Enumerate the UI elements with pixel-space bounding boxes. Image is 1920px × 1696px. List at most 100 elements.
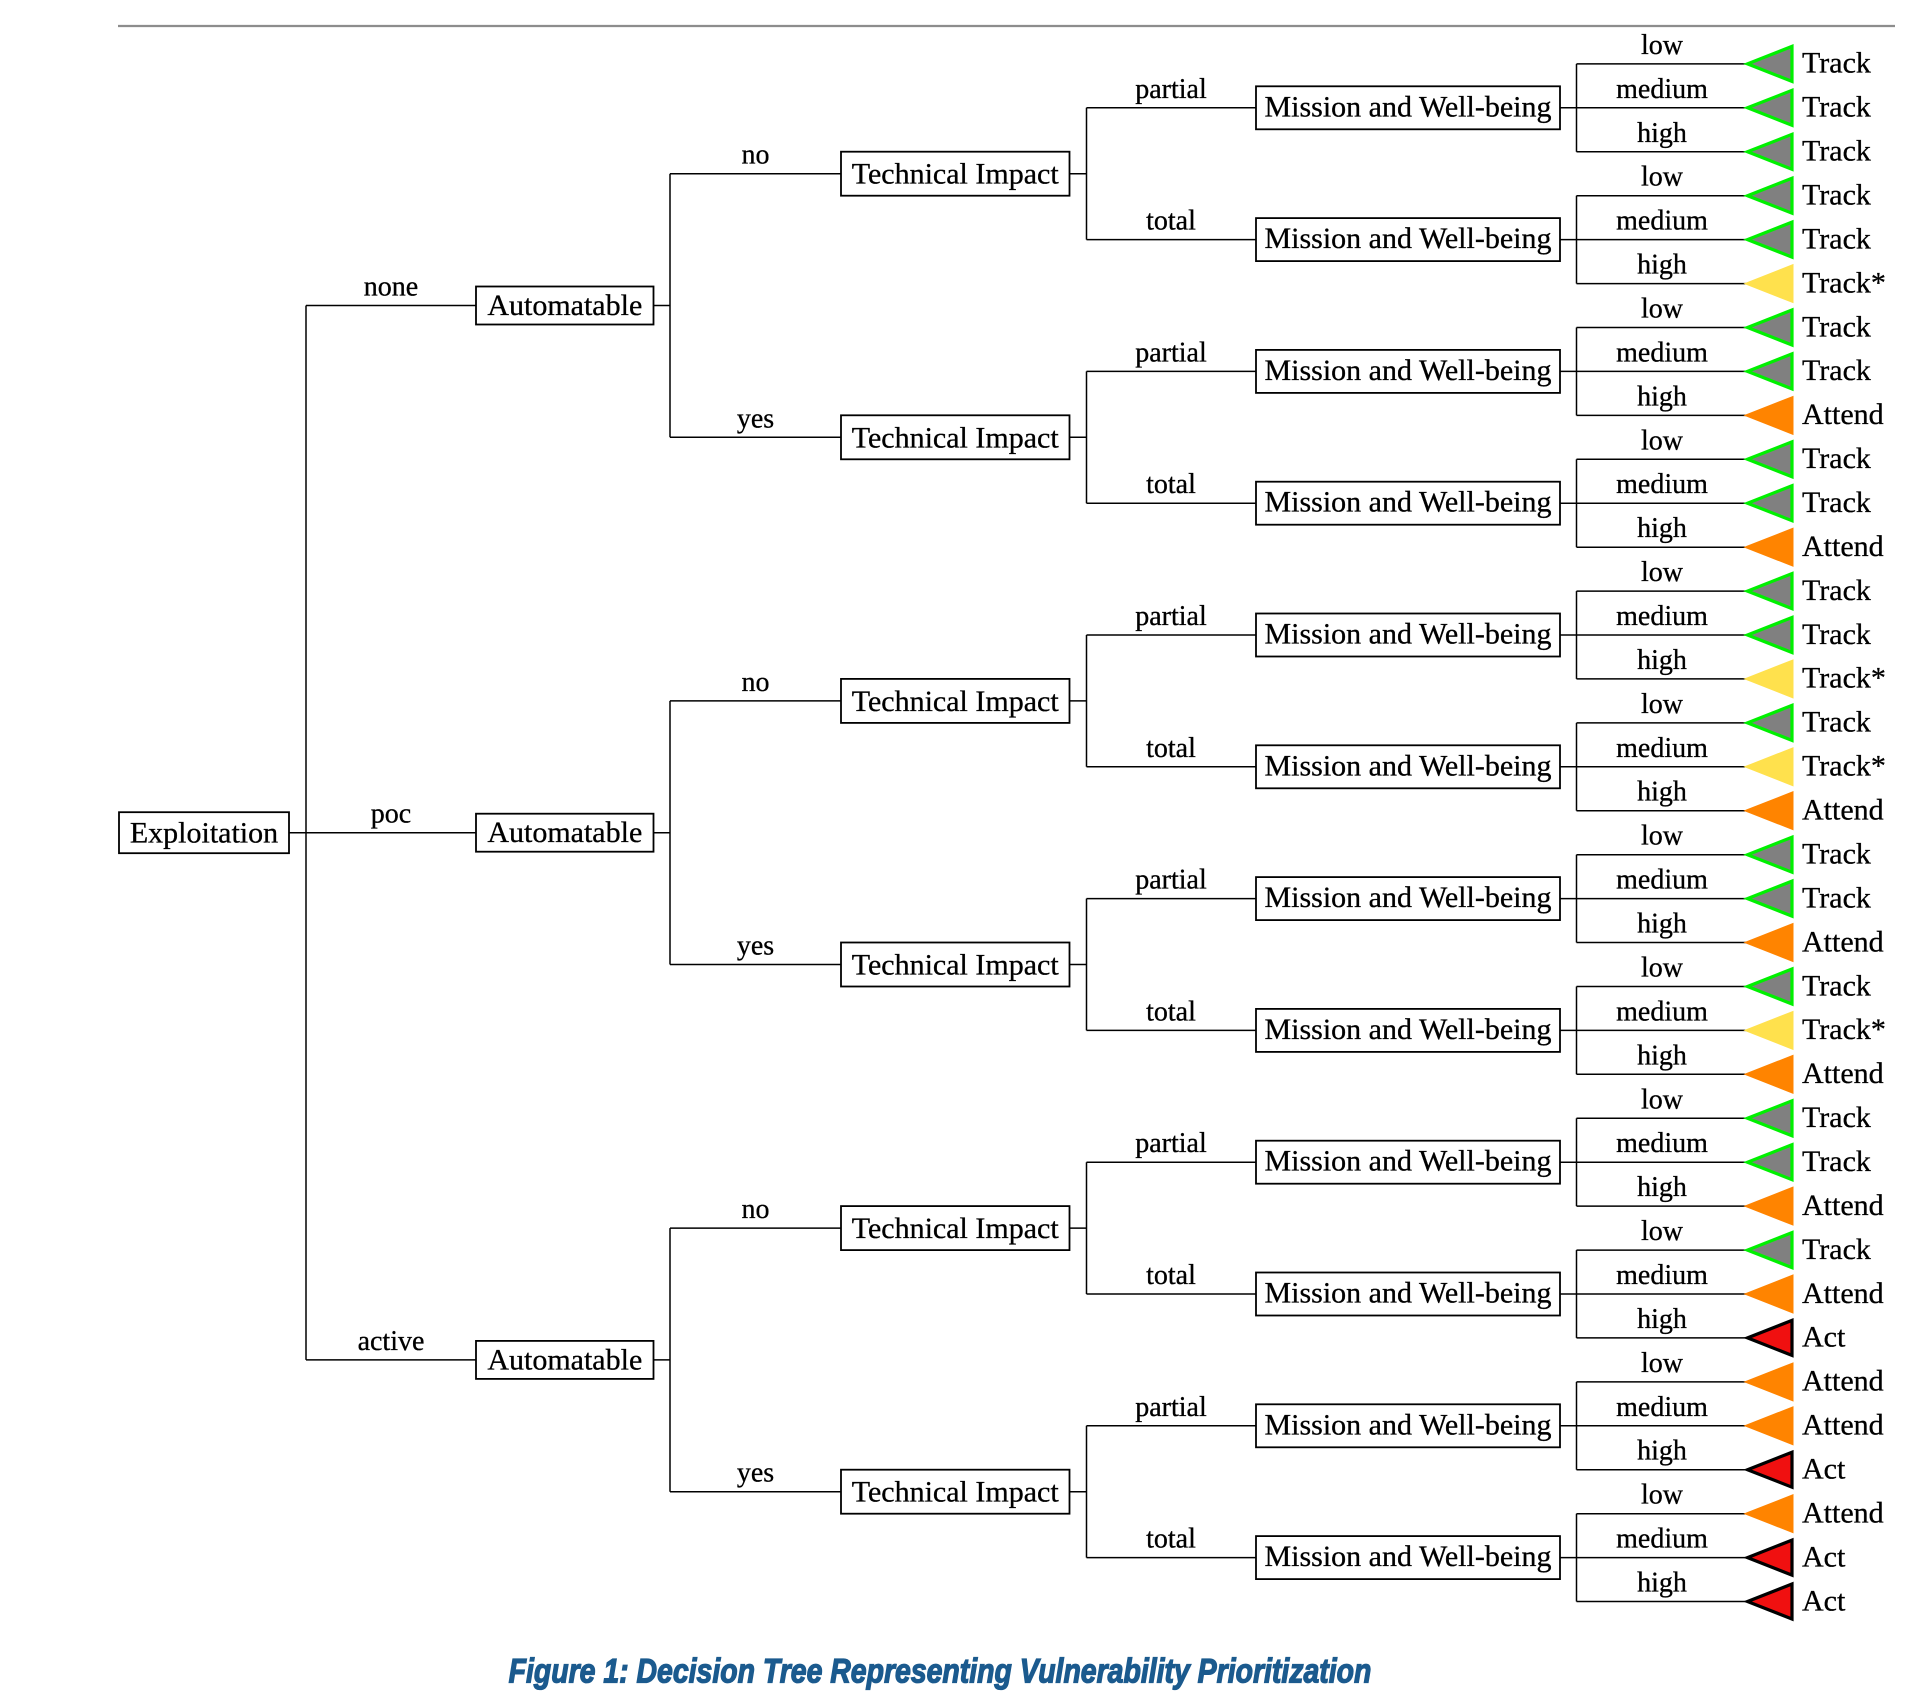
svg-text:Track: Track bbox=[1802, 1145, 1871, 1178]
svg-text:Mission and Well-being: Mission and Well-being bbox=[1264, 1145, 1551, 1178]
svg-text:Attend: Attend bbox=[1802, 530, 1884, 563]
svg-text:total: total bbox=[1146, 469, 1196, 500]
svg-text:Mission and Well-being: Mission and Well-being bbox=[1264, 1013, 1551, 1046]
svg-text:medium: medium bbox=[1616, 1260, 1708, 1291]
svg-text:medium: medium bbox=[1616, 733, 1708, 764]
svg-text:Technical Impact: Technical Impact bbox=[852, 421, 1060, 454]
svg-text:high: high bbox=[1637, 1304, 1687, 1335]
svg-text:high: high bbox=[1637, 118, 1687, 149]
svg-text:low: low bbox=[1641, 30, 1684, 61]
svg-text:Attend: Attend bbox=[1802, 1409, 1884, 1442]
svg-text:Track*: Track* bbox=[1802, 662, 1886, 695]
svg-text:Track: Track bbox=[1802, 310, 1871, 343]
svg-text:no: no bbox=[742, 1194, 770, 1225]
svg-text:Attend: Attend bbox=[1802, 1365, 1884, 1398]
svg-text:Track: Track bbox=[1802, 486, 1871, 519]
svg-text:Track: Track bbox=[1802, 881, 1871, 914]
svg-text:high: high bbox=[1637, 1436, 1687, 1467]
svg-text:yes: yes bbox=[737, 931, 774, 962]
svg-text:high: high bbox=[1637, 1172, 1687, 1203]
svg-text:Mission and Well-being: Mission and Well-being bbox=[1264, 881, 1551, 914]
svg-text:high: high bbox=[1637, 1568, 1687, 1599]
svg-text:Mission and Well-being: Mission and Well-being bbox=[1264, 486, 1551, 519]
svg-text:active: active bbox=[358, 1326, 425, 1357]
svg-text:medium: medium bbox=[1616, 337, 1708, 368]
svg-text:partial: partial bbox=[1135, 1128, 1207, 1159]
svg-text:low: low bbox=[1641, 557, 1684, 588]
svg-text:Track: Track bbox=[1802, 574, 1871, 607]
svg-text:high: high bbox=[1637, 645, 1687, 676]
svg-text:high: high bbox=[1637, 250, 1687, 281]
svg-text:no: no bbox=[742, 667, 770, 698]
svg-text:Track: Track bbox=[1802, 91, 1871, 124]
svg-text:total: total bbox=[1146, 996, 1196, 1027]
svg-text:yes: yes bbox=[737, 403, 774, 434]
svg-text:medium: medium bbox=[1616, 74, 1708, 105]
svg-text:Mission and Well-being: Mission and Well-being bbox=[1264, 618, 1551, 651]
svg-text:Automatable: Automatable bbox=[487, 289, 642, 322]
svg-text:poc: poc bbox=[371, 799, 411, 830]
svg-text:total: total bbox=[1146, 1524, 1196, 1555]
svg-text:medium: medium bbox=[1616, 469, 1708, 500]
svg-text:Attend: Attend bbox=[1802, 794, 1884, 827]
svg-text:Act: Act bbox=[1802, 1453, 1846, 1486]
svg-text:low: low bbox=[1641, 689, 1684, 720]
svg-text:partial: partial bbox=[1135, 865, 1207, 896]
svg-text:Attend: Attend bbox=[1802, 1189, 1884, 1222]
svg-text:high: high bbox=[1637, 777, 1687, 808]
svg-text:Automatable: Automatable bbox=[487, 1343, 642, 1376]
svg-text:medium: medium bbox=[1616, 1128, 1708, 1159]
svg-text:Track: Track bbox=[1802, 47, 1871, 80]
svg-text:low: low bbox=[1641, 821, 1684, 852]
svg-text:Track: Track bbox=[1802, 442, 1871, 475]
svg-text:medium: medium bbox=[1616, 1392, 1708, 1423]
svg-text:high: high bbox=[1637, 909, 1687, 940]
svg-text:total: total bbox=[1146, 1260, 1196, 1291]
svg-text:Attend: Attend bbox=[1802, 1277, 1884, 1310]
svg-text:Act: Act bbox=[1802, 1321, 1846, 1354]
svg-text:low: low bbox=[1641, 1348, 1684, 1379]
svg-text:Technical Impact: Technical Impact bbox=[852, 685, 1060, 718]
svg-text:Mission and Well-being: Mission and Well-being bbox=[1264, 354, 1551, 387]
svg-text:Technical Impact: Technical Impact bbox=[852, 949, 1060, 982]
svg-text:Act: Act bbox=[1802, 1540, 1846, 1573]
svg-text:Mission and Well-being: Mission and Well-being bbox=[1264, 1277, 1551, 1310]
svg-text:medium: medium bbox=[1616, 865, 1708, 896]
svg-text:Track*: Track* bbox=[1802, 750, 1886, 783]
svg-text:Mission and Well-being: Mission and Well-being bbox=[1264, 90, 1551, 123]
svg-text:Attend: Attend bbox=[1802, 1057, 1884, 1090]
svg-text:medium: medium bbox=[1616, 206, 1708, 237]
svg-text:Track: Track bbox=[1802, 618, 1871, 651]
svg-text:Track: Track bbox=[1802, 706, 1871, 739]
svg-text:Exploitation: Exploitation bbox=[130, 817, 278, 850]
svg-text:medium: medium bbox=[1616, 996, 1708, 1027]
svg-text:high: high bbox=[1637, 513, 1687, 544]
svg-text:Track: Track bbox=[1802, 838, 1871, 871]
svg-text:low: low bbox=[1641, 425, 1684, 456]
svg-text:low: low bbox=[1641, 953, 1684, 984]
svg-text:Attend: Attend bbox=[1802, 1497, 1884, 1530]
svg-text:partial: partial bbox=[1135, 1392, 1207, 1423]
svg-text:low: low bbox=[1641, 294, 1684, 325]
svg-text:low: low bbox=[1641, 1084, 1684, 1115]
svg-text:Mission and Well-being: Mission and Well-being bbox=[1264, 1540, 1551, 1573]
svg-text:Automatable: Automatable bbox=[487, 816, 642, 849]
svg-text:yes: yes bbox=[737, 1458, 774, 1489]
svg-text:Track: Track bbox=[1802, 969, 1871, 1002]
svg-text:partial: partial bbox=[1135, 74, 1207, 105]
svg-text:no: no bbox=[742, 140, 770, 171]
svg-text:high: high bbox=[1637, 1040, 1687, 1071]
svg-text:low: low bbox=[1641, 1480, 1684, 1511]
svg-text:Attend: Attend bbox=[1802, 398, 1884, 431]
svg-text:Track: Track bbox=[1802, 1233, 1871, 1266]
svg-text:partial: partial bbox=[1135, 601, 1207, 632]
svg-text:Track*: Track* bbox=[1802, 1013, 1886, 1046]
svg-text:partial: partial bbox=[1135, 337, 1207, 368]
svg-text:Figure 1: Decision Tree Repres: Figure 1: Decision Tree Representing Vul… bbox=[509, 1652, 1372, 1690]
svg-text:none: none bbox=[364, 272, 418, 303]
svg-text:Mission and Well-being: Mission and Well-being bbox=[1264, 749, 1551, 782]
svg-text:Track: Track bbox=[1802, 1101, 1871, 1134]
svg-text:Technical Impact: Technical Impact bbox=[852, 1476, 1060, 1509]
svg-text:medium: medium bbox=[1616, 601, 1708, 632]
svg-text:Act: Act bbox=[1802, 1584, 1846, 1617]
